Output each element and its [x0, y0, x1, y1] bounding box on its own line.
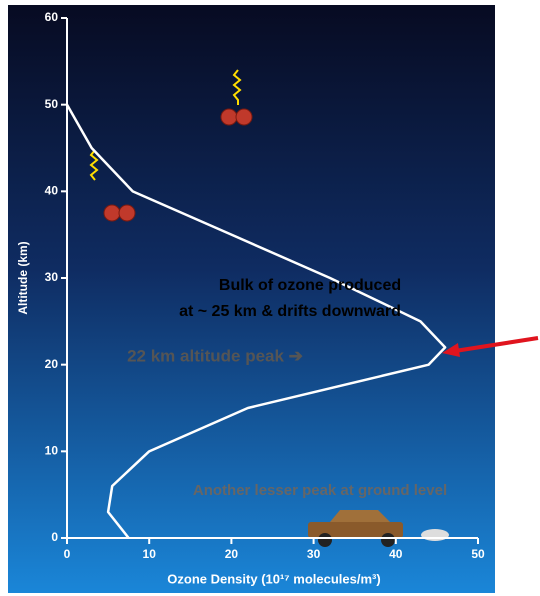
x-tick-label: 40 [389, 547, 403, 561]
x-tick-label: 10 [143, 547, 157, 561]
y-tick-label: 10 [45, 444, 59, 458]
y-tick-label: 60 [45, 10, 59, 24]
panel [8, 5, 495, 593]
x-tick-label: 0 [64, 547, 71, 561]
y-tick-label: 40 [45, 184, 59, 198]
annotation: at ~ 25 km & drifts downward [179, 303, 401, 320]
x-tick-label: 20 [225, 547, 239, 561]
x-tick-label: 50 [471, 547, 485, 561]
annotation: Another lesser peak at ground level [193, 482, 447, 499]
x-tick-label: 30 [307, 547, 321, 561]
annotation: Bulk of ozone produced [219, 277, 401, 294]
annotation: 22 km altitude peak ➔ [127, 346, 303, 365]
y-tick-label: 30 [45, 270, 59, 284]
x-axis-label: Ozone Density (10¹⁷ molecules/m³) [167, 571, 380, 586]
chart: 0 10 20 30 40 50 60 0 10 20 30 40 50 Ozone Density (1… [0, 0, 540, 596]
y-tick-label: 20 [45, 357, 59, 371]
y-tick-label: 50 [45, 97, 59, 111]
y-tick-label: 0 [51, 530, 58, 544]
y-axis-label: Altitude (km) [16, 241, 30, 314]
page: {"chart_data": {"type": "line", "x_label… [0, 0, 540, 596]
